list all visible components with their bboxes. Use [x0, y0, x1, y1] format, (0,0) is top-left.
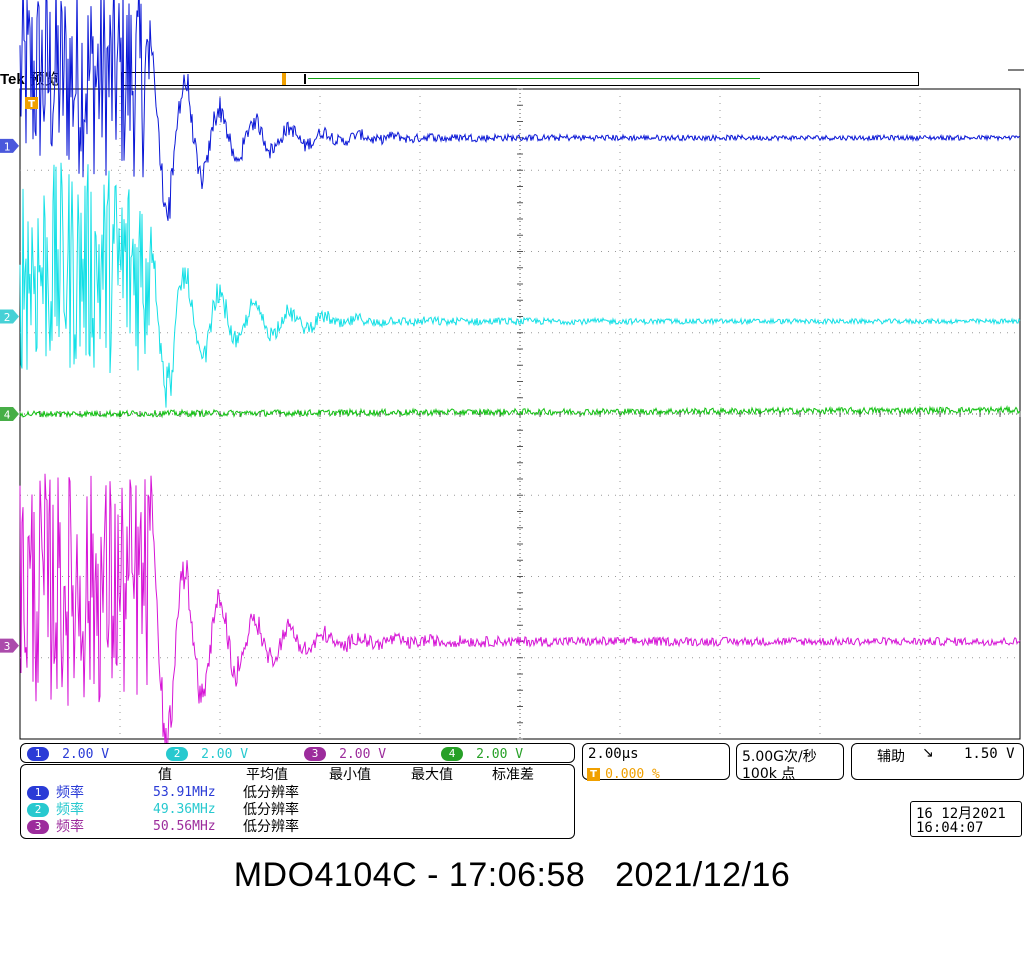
channel-markers[interactable]: 1 2 4 3: [0, 138, 19, 654]
measurement-row-1[interactable]: 1 频率 53.91MHz 低分辨率: [25, 784, 565, 802]
record-range-line: [308, 78, 760, 79]
meas-2-name: 频率: [56, 802, 84, 818]
trigger-position: T 0.000 %: [587, 764, 660, 782]
trigger-source: 辅助: [877, 749, 905, 765]
header-max: 最大值: [411, 767, 453, 783]
header-mean: 平均值: [246, 767, 288, 783]
header-min: 最小值: [329, 767, 371, 783]
channel-1-badge: 1: [27, 746, 49, 761]
channel-2-badge: 2: [166, 746, 188, 761]
channel-3-ground-marker[interactable]: 3: [0, 638, 19, 654]
meas-3-value: 50.56MHz: [153, 819, 216, 834]
trace-channel-2: [19, 162, 1021, 408]
waveform-display[interactable]: 1 2 4 3 T: [0, 0, 1024, 745]
channel-4-scale-value: 2.00 V: [476, 747, 524, 762]
trigger-slope-icon: ↘: [922, 745, 934, 761]
channel-2-scale-value: 2.00 V: [201, 747, 249, 762]
tek-logo: Tek: [0, 71, 25, 88]
channel-scale-bar[interactable]: 1 2.00 V 2 2.00 V 3 2.00 V 4 2.00 V: [20, 743, 575, 763]
meas-2-badge: 2: [27, 803, 49, 817]
meas-2-mean: 低分辨率: [243, 802, 299, 818]
svg-text:T: T: [28, 99, 35, 110]
channel-4-scale[interactable]: 4 2.00 V: [441, 745, 524, 762]
channel-3-scale[interactable]: 3 2.00 V: [304, 745, 387, 762]
meas-3-name: 频率: [56, 819, 84, 835]
measurement-row-2[interactable]: 2 频率 49.36MHz 低分辨率: [25, 801, 565, 819]
trigger-position-marker[interactable]: T: [25, 97, 38, 110]
timebase-scale: 2.00µs: [588, 746, 639, 762]
channel-1-scale[interactable]: 1 2.00 V: [27, 745, 110, 762]
channel-marker-label: 2: [4, 311, 11, 324]
record-trigger-marker: [282, 73, 286, 85]
meas-2-value: 49.36MHz: [153, 802, 216, 817]
date-label: 16 12月2021: [916, 806, 1006, 822]
measurement-table[interactable]: 值 平均值 最小值 最大值 标准差 1 频率 53.91MHz 低分辨率 2 频…: [20, 764, 575, 839]
meas-1-badge: 1: [27, 786, 49, 800]
time-label: 16:04:07: [916, 820, 984, 836]
channel-1-ground-marker[interactable]: 1: [0, 138, 19, 154]
datetime-panel: 16 12月2021 16:04:07: [910, 801, 1022, 837]
measurement-row-3[interactable]: 3 频率 50.56MHz 低分辨率: [25, 818, 565, 836]
channel-4-badge: 4: [441, 746, 463, 761]
channel-marker-label: 1: [4, 140, 11, 153]
trigger-position-icon: T: [587, 768, 600, 781]
header-value: 值: [158, 767, 172, 783]
sample-rate: 5.00G次/秒: [742, 749, 817, 765]
channel-1-scale-value: 2.00 V: [62, 747, 110, 762]
trace-channel-4: [19, 404, 1021, 419]
meas-3-badge: 3: [27, 820, 49, 834]
screenshot-caption: MDO4104C - 17:06:58 2021/12/16: [233, 856, 791, 894]
meas-3-mean: 低分辨率: [243, 819, 299, 835]
timebase-panel[interactable]: 2.00µs T 0.000 %: [582, 743, 730, 782]
channel-2-ground-marker[interactable]: 2: [0, 309, 19, 325]
trigger-level: 1.50 V: [964, 746, 1015, 762]
channel-3-scale-value: 2.00 V: [339, 747, 387, 762]
meas-1-name: 频率: [56, 785, 84, 801]
channel-marker-label: 3: [4, 640, 11, 653]
traces: [19, 0, 1021, 745]
record-length: 100k 点: [742, 766, 796, 782]
trigger-panel[interactable]: 辅助 ↘ 1.50 V: [851, 743, 1024, 780]
channel-4-ground-marker[interactable]: 4: [0, 407, 19, 422]
header-stddev: 标准差: [492, 767, 534, 783]
meas-1-value: 53.91MHz: [153, 785, 216, 800]
acquisition-panel[interactable]: 5.00G次/秒 100k 点: [736, 743, 844, 782]
channel-3-badge: 3: [304, 746, 326, 761]
trace-channel-1: [19, 0, 1021, 221]
channel-marker-label: 4: [4, 409, 11, 422]
trigger-position-value: 0.000 %: [605, 767, 660, 782]
trace-channel-3: [19, 473, 1021, 745]
meas-1-mean: 低分辨率: [243, 785, 299, 801]
channel-2-scale[interactable]: 2 2.00 V: [166, 745, 249, 762]
